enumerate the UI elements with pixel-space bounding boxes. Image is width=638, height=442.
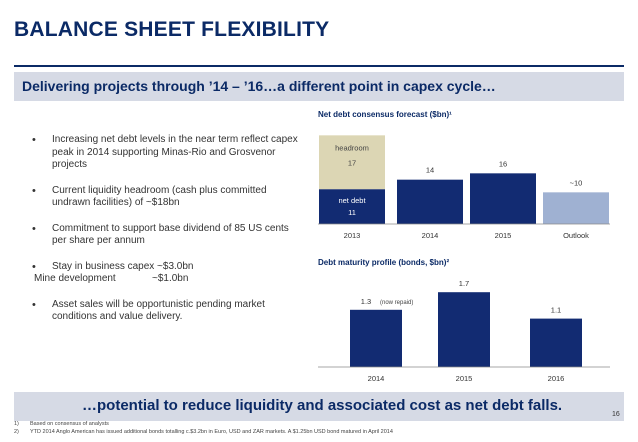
bullet-item: Stay in business capex ~$3.0bn Mine deve… [30, 261, 298, 286]
category-tick-label: Outlook [563, 231, 589, 240]
conclusion-text: …potential to reduce liquidity and assoc… [82, 397, 563, 414]
now-repaid-annotation: (now repaid) [380, 300, 413, 306]
debt-maturity-bar [350, 309, 402, 367]
conclusion-band: …potential to reduce liquidity and assoc… [14, 392, 624, 421]
page-title: BALANCE SHEET FLEXIBILITY [14, 18, 330, 41]
net-debt-value-label: 16 [499, 159, 507, 168]
bullet-text: Asset sales will be opportunistic pendin… [52, 298, 265, 323]
bullet-text: Commitment to support base dividend of 8… [52, 222, 289, 247]
net-debt-bar [470, 173, 536, 224]
headroom-value-label: 17 [348, 158, 356, 167]
debt-maturity-chart: 1.3 (now repaid) 2014 1.7 2015 1.1 2016 [318, 279, 610, 383]
subtitle-text: Delivering projects through ’14 – ’16…a … [22, 78, 496, 94]
category-tick-label: 2014 [422, 231, 439, 240]
footnotes: 1) Based on consensus of analysts 2) YTD 2… [14, 421, 393, 436]
subtitle-band: Delivering projects through ’14 – ’16…a … [14, 72, 624, 101]
headroom-bar [319, 135, 385, 190]
page-number: 16 [612, 411, 620, 418]
net-debt-value-label: ~10 [570, 178, 583, 187]
title-divider [14, 65, 624, 67]
net-debt-value-label: 14 [426, 166, 434, 175]
net-debt-value-label: 11 [348, 208, 356, 217]
footnote-number: 1) [14, 421, 19, 427]
debt-maturity-chart-title: Debt maturity profile (bonds, $bn)² [318, 258, 450, 267]
headroom-series-label: headroom [335, 143, 369, 152]
bullet-text: Increasing net debt levels in the near t… [52, 134, 298, 170]
bullet-sub-label: Mine development [34, 273, 116, 284]
footnote-text: YTD 2014 Anglo American has issued addit… [30, 428, 393, 435]
debt-maturity-value-label: 1.1 [551, 306, 561, 315]
category-tick-label: 2014 [368, 374, 385, 383]
debt-maturity-value-label: 1.7 [459, 279, 469, 288]
net-debt-series-label: net debt [338, 196, 366, 205]
footnote: 1) Based on consensus of analysts [14, 421, 393, 429]
net-debt-bar [319, 189, 385, 224]
bullet-sub-value: ~$1.0bn [152, 273, 189, 284]
bullet-item: Current liquidity headroom (cash plus co… [30, 185, 298, 210]
bullet-item: Commitment to support base dividend of 8… [30, 223, 298, 248]
bullet-text: Current liquidity headroom (cash plus co… [52, 184, 267, 209]
bullet-item: Increasing net debt levels in the near t… [30, 134, 298, 172]
net-debt-chart-title: Net debt consensus forecast ($bn)¹ [318, 110, 452, 119]
footnote-number: 2) [14, 428, 19, 435]
category-tick-label: 2013 [344, 231, 361, 240]
category-tick-label: 2015 [456, 374, 473, 383]
net-debt-chart: headroom 17 net debt 11 2013 14 2014 16 2015 ~10 O… [318, 135, 610, 240]
category-tick-label: 2016 [548, 374, 565, 383]
debt-maturity-value-label: 1.3 [361, 297, 371, 306]
category-tick-label: 2015 [495, 231, 512, 240]
debt-maturity-bar [530, 318, 582, 367]
footnote-text: Based on consensus of analysts [30, 421, 109, 427]
debt-maturity-bar [438, 292, 490, 367]
bullet-list: Increasing net debt levels in the near t… [30, 134, 298, 324]
bullet-item: Asset sales will be opportunistic pendin… [30, 299, 298, 324]
bullet-subline: Mine development ~$1.0bn [34, 273, 298, 286]
footnote: 2) YTD 2014 Anglo American has issued add… [14, 429, 393, 437]
bullet-text: Stay in business capex ~$3.0bn [52, 260, 194, 272]
net-debt-bar [397, 179, 463, 224]
net-debt-bar [543, 192, 609, 224]
